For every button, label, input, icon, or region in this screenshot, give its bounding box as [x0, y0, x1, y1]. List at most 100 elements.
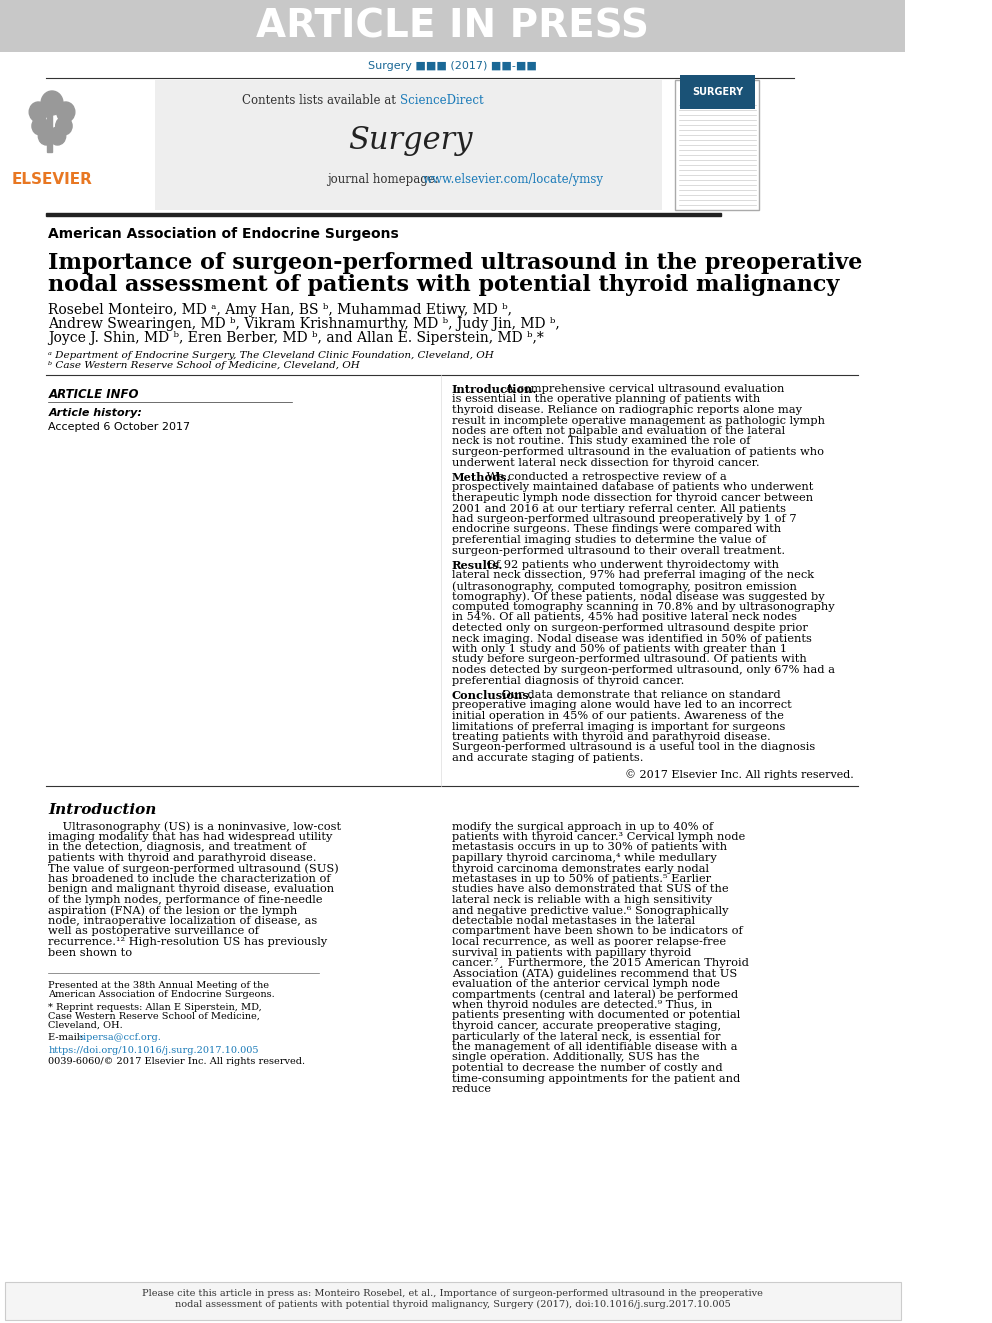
Text: Our data demonstrate that reliance on standard: Our data demonstrate that reliance on st…: [498, 691, 781, 700]
Text: modify the surgical approach in up to 40% of: modify the surgical approach in up to 40…: [451, 822, 713, 831]
Text: A comprehensive cervical ultrasound evaluation: A comprehensive cervical ultrasound eval…: [502, 384, 785, 394]
Text: Please cite this article in press as: Monteiro Rosebel, et al., Importance of su: Please cite this article in press as: Mo…: [142, 1289, 763, 1298]
Text: metastases in up to 50% of patients.⁵ Earlier: metastases in up to 50% of patients.⁵ Ea…: [451, 875, 711, 884]
Text: Presented at the 38th Annual Meeting of the: Presented at the 38th Annual Meeting of …: [49, 980, 270, 990]
Text: www.elsevier.com/locate/ymsy: www.elsevier.com/locate/ymsy: [423, 173, 603, 187]
Text: result in incomplete operative management as pathologic lymph: result in incomplete operative managemen…: [451, 415, 824, 426]
Text: nodal assessment of patients with potential thyroid malignancy: nodal assessment of patients with potent…: [49, 274, 840, 296]
Circle shape: [29, 102, 48, 122]
Text: recurrence.¹² High-resolution US has previously: recurrence.¹² High-resolution US has pre…: [49, 937, 327, 947]
Text: The value of surgeon-performed ultrasound (SUS): The value of surgeon-performed ultrasoun…: [49, 864, 339, 875]
Text: studies have also demonstrated that SUS of the: studies have also demonstrated that SUS …: [451, 885, 728, 894]
Text: compartments (central and lateral) be performed: compartments (central and lateral) be pe…: [451, 990, 738, 1000]
Text: nodes are often not palpable and evaluation of the lateral: nodes are often not palpable and evaluat…: [451, 426, 785, 437]
Text: Surgery: Surgery: [348, 124, 473, 156]
FancyBboxPatch shape: [155, 79, 662, 210]
Text: preferential diagnosis of thyroid cancer.: preferential diagnosis of thyroid cancer…: [451, 676, 684, 685]
Text: initial operation in 45% of our patients. Awareness of the: initial operation in 45% of our patients…: [451, 710, 784, 721]
Text: is essential in the operative planning of patients with: is essential in the operative planning o…: [451, 394, 760, 405]
Text: Surgery ■■■ (2017) ■■-■■: Surgery ■■■ (2017) ■■-■■: [368, 61, 537, 71]
Text: node, intraoperative localization of disease, as: node, intraoperative localization of dis…: [49, 916, 317, 926]
Text: metastasis occurs in up to 30% of patients with: metastasis occurs in up to 30% of patien…: [451, 843, 727, 852]
Text: had surgeon-performed ultrasound preoperatively by 1 of 7: had surgeon-performed ultrasound preoper…: [451, 515, 797, 524]
Text: detected only on surgeon-performed ultrasound despite prior: detected only on surgeon-performed ultra…: [451, 623, 807, 632]
Text: and negative predictive value.⁶ Sonographically: and negative predictive value.⁶ Sonograp…: [451, 905, 728, 916]
Text: Conclusions.: Conclusions.: [451, 691, 534, 701]
Text: underwent lateral neck dissection for thyroid cancer.: underwent lateral neck dissection for th…: [451, 458, 760, 467]
Text: treating patients with thyroid and parathyroid disease.: treating patients with thyroid and parat…: [451, 732, 771, 742]
Text: lateral neck is reliable with a high sensitivity: lateral neck is reliable with a high sen…: [451, 894, 712, 905]
Text: SURGERY: SURGERY: [691, 87, 743, 97]
Text: been shown to: been shown to: [49, 947, 133, 958]
Text: Article history:: Article history:: [49, 407, 142, 418]
Text: * Reprint requests: Allan E Siperstein, MD,: * Reprint requests: Allan E Siperstein, …: [49, 1003, 262, 1012]
Text: thyroid disease. Reliance on radiographic reports alone may: thyroid disease. Reliance on radiographi…: [451, 405, 802, 415]
Text: papillary thyroid carcinoma,⁴ while medullary: papillary thyroid carcinoma,⁴ while medu…: [451, 853, 716, 863]
Text: therapeutic lymph node dissection for thyroid cancer between: therapeutic lymph node dissection for th…: [451, 493, 812, 503]
Text: benign and malignant thyroid disease, evaluation: benign and malignant thyroid disease, ev…: [49, 885, 334, 894]
Text: single operation. Additionally, SUS has the: single operation. Additionally, SUS has …: [451, 1053, 699, 1062]
Bar: [46, 213, 721, 216]
Text: time-consuming appointments for the patient and: time-consuming appointments for the pati…: [451, 1073, 740, 1084]
Text: ARTICLE INFO: ARTICLE INFO: [49, 388, 139, 401]
Text: neck imaging. Nodal disease was identified in 50% of patients: neck imaging. Nodal disease was identifi…: [451, 634, 811, 643]
Text: nodal assessment of patients with potential thyroid malignancy, Surgery (2017), : nodal assessment of patients with potent…: [175, 1301, 730, 1310]
Text: ᵇ Case Western Reserve School of Medicine, Cleveland, OH: ᵇ Case Western Reserve School of Medicin…: [49, 361, 360, 370]
Text: lateral neck dissection, 97% had preferral imaging of the neck: lateral neck dissection, 97% had preferr…: [451, 570, 813, 581]
Text: American Association of Endocrine Surgeons.: American Association of Endocrine Surgeo…: [49, 990, 275, 999]
Text: imaging modality that has had widespread utility: imaging modality that has had widespread…: [49, 832, 332, 841]
Text: detectable nodal metastases in the lateral: detectable nodal metastases in the later…: [451, 916, 694, 926]
Circle shape: [41, 91, 62, 115]
Text: We conducted a retrospective review of a: We conducted a retrospective review of a: [483, 472, 727, 482]
Text: Andrew Swearingen, MD ᵇ, Vikram Krishnamurthy, MD ᵇ, Judy Jin, MD ᵇ,: Andrew Swearingen, MD ᵇ, Vikram Krishnam…: [49, 318, 560, 331]
Text: preferential imaging studies to determine the value of: preferential imaging studies to determin…: [451, 534, 766, 545]
Text: 2001 and 2016 at our tertiary referral center. All patients: 2001 and 2016 at our tertiary referral c…: [451, 504, 786, 513]
Text: Association (ATA) guidelines recommend that US: Association (ATA) guidelines recommend t…: [451, 968, 737, 979]
Text: particularly of the lateral neck, is essential for: particularly of the lateral neck, is ess…: [451, 1032, 720, 1041]
Text: Introduction: Introduction: [49, 803, 157, 818]
Circle shape: [50, 127, 65, 146]
Text: cancer.⁷¸ Furthermore, the 2015 American Thyroid: cancer.⁷¸ Furthermore, the 2015 American…: [451, 958, 749, 968]
Circle shape: [39, 127, 55, 146]
Text: Rosebel Monteiro, MD ᵃ, Amy Han, BS ᵇ, Muhammad Etiwy, MD ᵇ,: Rosebel Monteiro, MD ᵃ, Amy Han, BS ᵇ, M…: [49, 303, 513, 318]
Text: Introduction.: Introduction.: [451, 384, 537, 396]
Text: prospectively maintained database of patients who underwent: prospectively maintained database of pat…: [451, 483, 813, 492]
Text: Results.: Results.: [451, 560, 503, 572]
Text: Importance of surgeon-performed ultrasound in the preoperative: Importance of surgeon-performed ultrasou…: [49, 251, 863, 274]
Text: of the lymph nodes, performance of fine-needle: of the lymph nodes, performance of fine-…: [49, 894, 322, 905]
Text: when thyroid nodules are detected.⁹ Thus, in: when thyroid nodules are detected.⁹ Thus…: [451, 1000, 712, 1009]
Text: ARTICLE IN PRESS: ARTICLE IN PRESS: [256, 7, 649, 45]
Circle shape: [56, 116, 72, 135]
Text: 0039-6060/© 2017 Elsevier Inc. All rights reserved.: 0039-6060/© 2017 Elsevier Inc. All right…: [49, 1057, 306, 1066]
Text: Contents lists available at: Contents lists available at: [242, 94, 400, 107]
Text: Of 92 patients who underwent thyroidectomy with: Of 92 patients who underwent thyroidecto…: [483, 560, 779, 570]
Text: sipersa@ccf.org.: sipersa@ccf.org.: [78, 1033, 162, 1043]
Text: computed tomography scanning in 70.8% and by ultrasonography: computed tomography scanning in 70.8% an…: [451, 602, 834, 613]
Text: https://doi.org/10.1016/j.surg.2017.10.005: https://doi.org/10.1016/j.surg.2017.10.0…: [49, 1046, 259, 1054]
Text: Joyce J. Shin, MD ᵇ, Eren Berber, MD ᵇ, and Allan E. Siperstein, MD ᵇ,*: Joyce J. Shin, MD ᵇ, Eren Berber, MD ᵇ, …: [49, 331, 545, 345]
Text: surgeon-performed ultrasound in the evaluation of patients who: surgeon-performed ultrasound in the eval…: [451, 447, 823, 456]
Text: E-mail:: E-mail:: [49, 1033, 86, 1043]
Text: local recurrence, as well as poorer relapse-free: local recurrence, as well as poorer rela…: [451, 937, 726, 947]
Text: patients with thyroid cancer.³ Cervical lymph node: patients with thyroid cancer.³ Cervical …: [451, 832, 745, 841]
Text: Surgeon-performed ultrasound is a useful tool in the diagnosis: Surgeon-performed ultrasound is a useful…: [451, 742, 815, 753]
Circle shape: [32, 116, 49, 135]
Text: neck is not routine. This study examined the role of: neck is not routine. This study examined…: [451, 437, 750, 446]
Text: reduce: reduce: [451, 1084, 492, 1094]
Text: patients with thyroid and parathyroid disease.: patients with thyroid and parathyroid di…: [49, 853, 316, 863]
Text: thyroid cancer, accurate preoperative staging,: thyroid cancer, accurate preoperative st…: [451, 1021, 721, 1031]
Text: in 54%. Of all patients, 45% had positive lateral neck nodes: in 54%. Of all patients, 45% had positiv…: [451, 613, 797, 623]
Text: evaluation of the anterior cervical lymph node: evaluation of the anterior cervical lymp…: [451, 979, 720, 990]
Text: compartment have been shown to be indicators of: compartment have been shown to be indica…: [451, 926, 743, 937]
FancyBboxPatch shape: [5, 1282, 901, 1320]
Text: ᵃ Department of Endocrine Surgery, The Cleveland Clinic Foundation, Cleveland, O: ᵃ Department of Endocrine Surgery, The C…: [49, 351, 494, 360]
Text: with only 1 study and 50% of patients with greater than 1: with only 1 study and 50% of patients wi…: [451, 644, 787, 654]
Text: thyroid carcinoma demonstrates early nodal: thyroid carcinoma demonstrates early nod…: [451, 864, 708, 873]
Text: in the detection, diagnosis, and treatment of: in the detection, diagnosis, and treatme…: [49, 843, 307, 852]
Text: Ultrasonography (US) is a noninvasive, low-cost: Ultrasonography (US) is a noninvasive, l…: [49, 822, 341, 832]
Text: Methods.: Methods.: [451, 472, 511, 483]
Text: ELSEVIER: ELSEVIER: [12, 172, 92, 188]
Text: endocrine surgeons. These findings were compared with: endocrine surgeons. These findings were …: [451, 524, 781, 534]
Text: journal homepage:: journal homepage:: [326, 173, 442, 187]
Text: ScienceDirect: ScienceDirect: [400, 94, 483, 107]
